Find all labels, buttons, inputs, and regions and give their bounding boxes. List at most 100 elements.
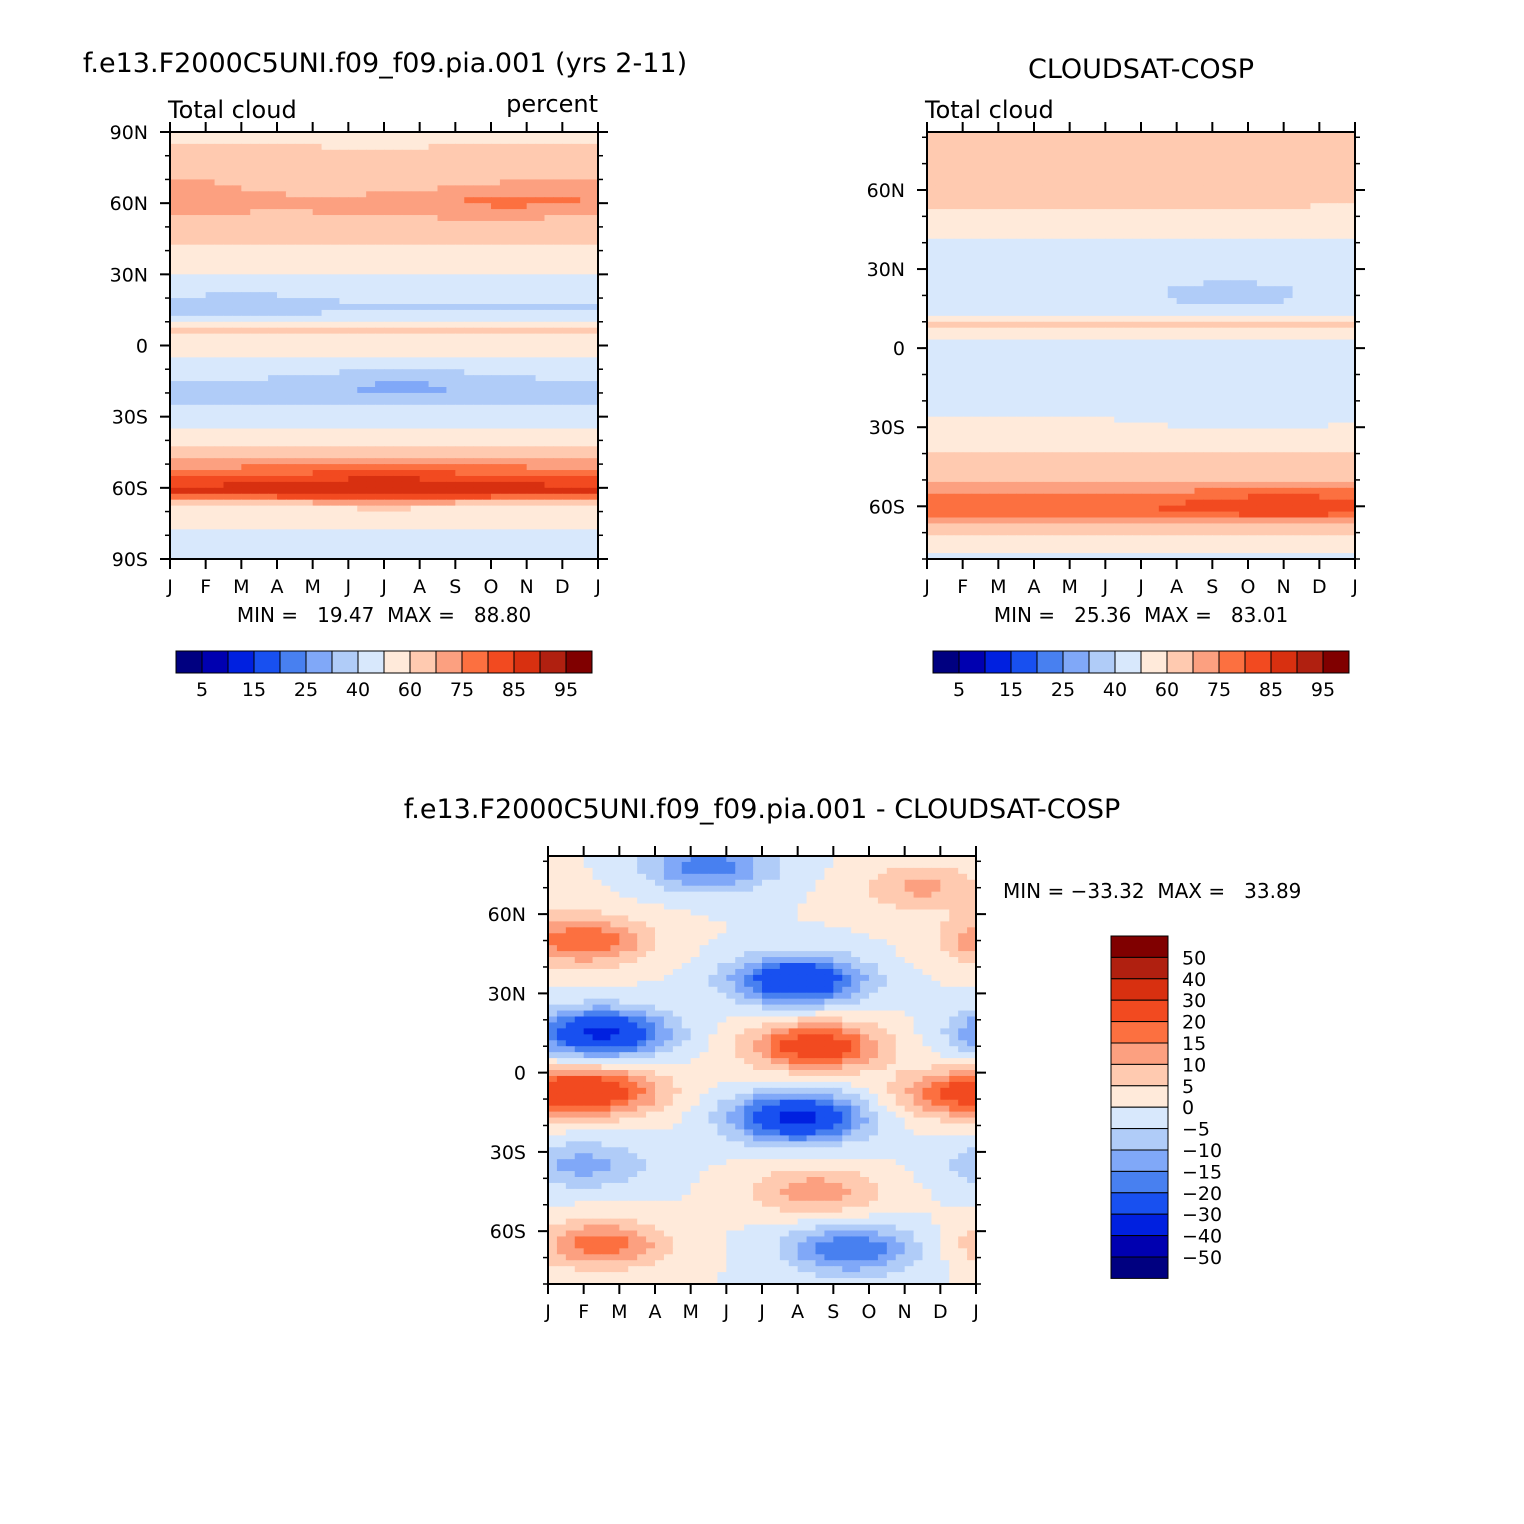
- field-cell: [401, 303, 412, 311]
- field-cell: [553, 351, 563, 358]
- field-cell: [375, 541, 385, 548]
- field-cell: [223, 410, 234, 418]
- field-cell: [187, 499, 198, 507]
- field-cell: [1328, 149, 1338, 157]
- field-cell: [517, 357, 528, 364]
- field-cell: [1007, 143, 1017, 151]
- field-cell: [303, 238, 314, 246]
- field-cell: [1301, 179, 1312, 186]
- field-cell: [553, 161, 563, 169]
- field-cell: [1346, 137, 1355, 145]
- panel-model-title: f.e13.F2000C5UNI.f09_f09.pia.001 (yrs 2-…: [83, 48, 687, 79]
- field-cell: [1114, 185, 1124, 192]
- field-cell: [1042, 238, 1053, 246]
- field-cell: [357, 511, 367, 519]
- field-cell: [285, 535, 296, 542]
- field-cell: [285, 547, 296, 554]
- field-cell: [205, 173, 216, 181]
- field-cell: [1060, 185, 1071, 192]
- field-cell: [1087, 179, 1098, 186]
- field-cell: [1239, 292, 1249, 299]
- field-cell: [330, 345, 341, 353]
- field-cell: [294, 167, 305, 175]
- field-cell: [259, 244, 269, 252]
- field-cell: [303, 392, 314, 400]
- field-cell: [482, 315, 492, 323]
- field-cell: [491, 428, 501, 436]
- field-cell: [1283, 292, 1294, 299]
- field-cell: [517, 238, 528, 246]
- field-cell: [357, 434, 367, 441]
- field-cell: [196, 351, 207, 358]
- field-cell: [1230, 132, 1240, 139]
- field-cell: [375, 155, 385, 163]
- field-cell: [250, 398, 260, 406]
- y-tick-label: 30N: [110, 264, 148, 286]
- field-cell: [473, 292, 483, 299]
- field-cell: [419, 363, 430, 370]
- field-cell: [1132, 292, 1142, 299]
- field-cell: [1310, 197, 1320, 204]
- field-cell: [419, 357, 430, 364]
- field-cell: [428, 387, 439, 394]
- field-cell: [285, 387, 296, 394]
- field-cell: [205, 440, 216, 447]
- field-cell: [1176, 232, 1187, 240]
- field-cell: [589, 357, 598, 364]
- field-cell: [571, 505, 581, 513]
- field-cell: [1051, 250, 1062, 258]
- field-cell: [962, 155, 973, 163]
- field-cell: [962, 197, 973, 204]
- field-cell: [1194, 244, 1205, 252]
- field-cell: [517, 179, 528, 186]
- field-cell: [232, 268, 242, 275]
- field-cell: [962, 143, 973, 151]
- field-cell: [1069, 256, 1080, 264]
- field-cell: [544, 404, 555, 412]
- field-cell: [170, 238, 180, 246]
- field-cell: [526, 470, 537, 477]
- field-cell: [330, 309, 341, 317]
- colorbar-swatch: [227, 650, 255, 674]
- field-cell: [250, 446, 260, 453]
- field-cell: [473, 226, 483, 234]
- field-cell: [1176, 155, 1187, 163]
- field-cell: [953, 226, 964, 234]
- field-cell: [178, 215, 189, 222]
- field-cell: [571, 280, 581, 287]
- field-cell: [499, 298, 510, 305]
- field-cell: [419, 345, 430, 353]
- field-cell: [330, 452, 341, 459]
- field-cell: [375, 517, 385, 525]
- field-cell: [517, 250, 528, 258]
- field-cell: [1123, 220, 1133, 228]
- field-cell: [339, 197, 349, 204]
- field-cell: [1346, 132, 1355, 139]
- field-cell: [1239, 155, 1249, 163]
- field-cell: [330, 434, 341, 441]
- field-cell: [1239, 274, 1249, 281]
- field-cell: [321, 446, 332, 453]
- field-cell: [535, 535, 546, 542]
- field-cell: [303, 369, 314, 376]
- field-cell: [375, 292, 385, 299]
- field-cell: [1337, 226, 1347, 234]
- field-cell: [357, 464, 367, 471]
- field-cell: [499, 185, 510, 192]
- field-cell: [491, 475, 501, 483]
- field-cell: [580, 298, 590, 305]
- field-cell: [508, 149, 519, 157]
- field-cell: [232, 487, 242, 495]
- field-cell: [571, 298, 581, 305]
- field-cell: [303, 422, 314, 430]
- field-cell: [268, 529, 278, 536]
- field-cell: [232, 315, 242, 323]
- field-cell: [277, 292, 287, 299]
- field-cell: [321, 541, 332, 548]
- field-cell: [455, 256, 465, 264]
- field-cell: [259, 268, 269, 275]
- field-cell: [989, 143, 999, 151]
- field-cell: [499, 404, 510, 412]
- field-cell: [294, 487, 305, 495]
- field-cell: [971, 286, 982, 293]
